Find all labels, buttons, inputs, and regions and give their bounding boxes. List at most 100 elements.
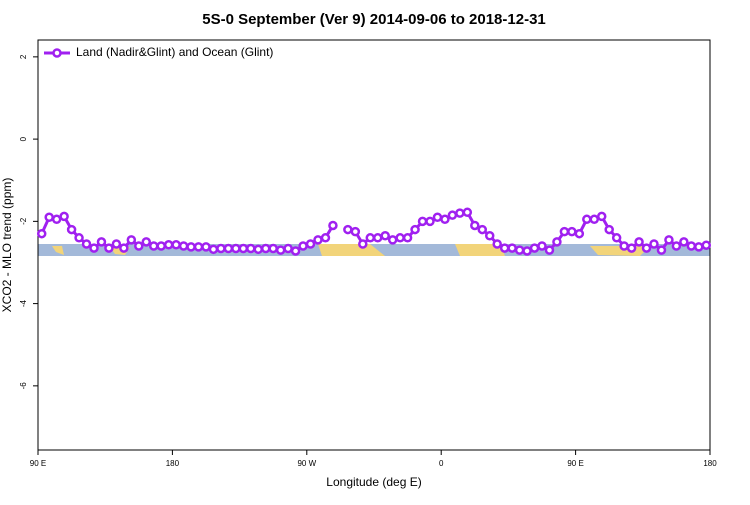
- data-point: [686, 241, 697, 251]
- x-tick-label: 90 W: [297, 459, 316, 468]
- data-point: [328, 220, 338, 231]
- data-point: [425, 216, 435, 227]
- data-point: [358, 239, 368, 249]
- data-point: [111, 239, 122, 249]
- data-point: [537, 241, 547, 251]
- data-point: [313, 235, 323, 245]
- data-point: [223, 243, 234, 254]
- data-point: [387, 235, 398, 245]
- data-point: [604, 224, 614, 235]
- data-point: [290, 246, 301, 256]
- data-point: [283, 243, 293, 254]
- y-tick-label: -6: [19, 382, 28, 390]
- y-axis-label: XCO2 - MLO trend (ppm): [0, 178, 14, 313]
- data-point: [66, 224, 77, 235]
- data-point: [320, 233, 331, 243]
- data-point: [462, 207, 473, 218]
- data-point: [559, 226, 570, 237]
- y-tick-label: -2: [19, 217, 28, 225]
- data-point: [141, 237, 152, 247]
- data-point: [567, 226, 577, 237]
- data-point: [163, 240, 174, 250]
- data-point: [417, 216, 428, 227]
- data-point: [178, 241, 189, 251]
- data-point: [611, 233, 622, 243]
- data-point: [507, 243, 517, 253]
- data-point: [74, 233, 84, 243]
- data-point: [619, 241, 629, 251]
- data-point: [148, 241, 159, 251]
- data-point: [492, 239, 502, 249]
- data-point: [305, 239, 316, 249]
- data-point: [343, 224, 353, 235]
- chart-title: 5S-0 September (Ver 9) 2014-09-06 to 201…: [202, 11, 546, 28]
- data-point: [596, 211, 607, 222]
- x-axis-label: Longitude (deg E): [326, 475, 421, 489]
- data-point: [671, 241, 682, 251]
- data-point: [679, 237, 689, 247]
- data-point: [402, 233, 413, 243]
- data-point: [477, 224, 488, 235]
- data-point: [89, 243, 99, 253]
- data-point: [260, 243, 271, 254]
- data-point: [641, 243, 652, 253]
- data-point: [156, 241, 166, 251]
- data-point: [81, 239, 92, 249]
- legend-marker: [52, 48, 62, 58]
- data-point: [51, 214, 62, 225]
- data-point: [447, 210, 458, 220]
- data-point: [104, 243, 114, 253]
- data-point: [268, 243, 278, 254]
- data-point: [514, 245, 525, 255]
- data-point: [589, 214, 600, 225]
- data-point: [626, 243, 637, 253]
- data-point: [44, 212, 54, 222]
- data-point: [365, 233, 376, 243]
- data-point: [582, 214, 592, 225]
- data-point: [380, 230, 390, 241]
- data-point: [216, 243, 226, 254]
- data-point: [664, 235, 674, 245]
- data-point: [552, 237, 562, 247]
- data-point: [701, 240, 712, 250]
- data-point: [455, 208, 465, 218]
- data-point: [395, 233, 405, 243]
- data-point: [231, 243, 241, 254]
- data-point: [470, 220, 480, 231]
- data-point: [253, 244, 264, 255]
- data-point: [275, 245, 286, 255]
- x-tick-label: 0: [439, 459, 444, 468]
- data-point: [208, 244, 219, 255]
- data-point: [119, 243, 129, 253]
- x-tick-label: 180: [166, 459, 180, 468]
- data-point: [440, 214, 450, 225]
- data-point: [574, 228, 585, 239]
- data-point: [410, 224, 420, 235]
- data-point: [656, 245, 667, 255]
- x-tick-label: 180: [703, 459, 717, 468]
- data-point: [134, 241, 144, 251]
- data-point: [36, 228, 47, 239]
- x-tick-label: 90 E: [567, 459, 583, 468]
- y-tick-label: -4: [19, 299, 28, 307]
- data-point: [649, 239, 659, 249]
- data-point: [484, 230, 495, 241]
- data-point: [372, 233, 383, 243]
- data-point: [694, 242, 704, 252]
- data-point: [171, 240, 181, 250]
- data-point: [499, 243, 510, 253]
- data-point: [350, 226, 361, 237]
- data-point: [246, 243, 256, 254]
- data-point: [634, 237, 644, 247]
- data-point: [59, 211, 69, 222]
- y-tick-label: 2: [19, 54, 28, 59]
- data-point: [522, 246, 532, 256]
- data-point: [238, 243, 249, 254]
- y-tick-label: 0: [19, 136, 28, 141]
- data-point: [201, 242, 211, 252]
- data-point: [298, 241, 308, 251]
- data-point: [96, 237, 107, 247]
- data-point: [529, 243, 540, 253]
- data-point: [193, 242, 204, 252]
